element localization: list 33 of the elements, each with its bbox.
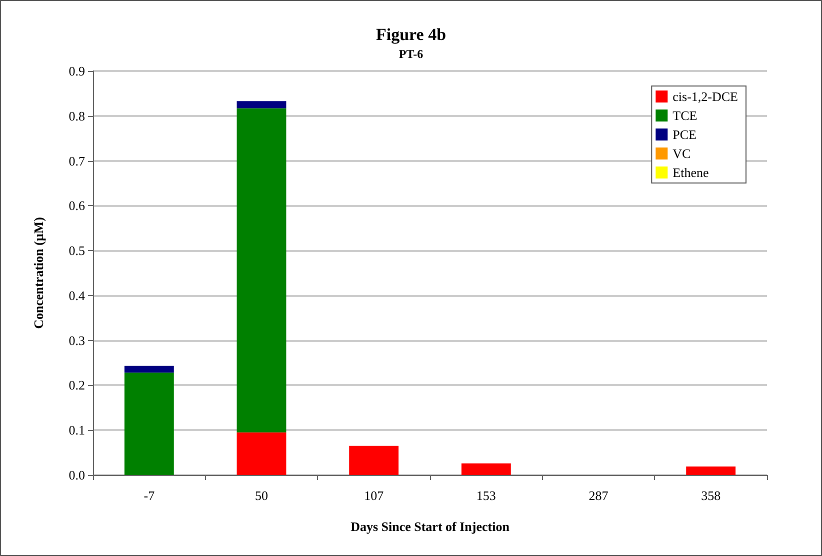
y-tick-label: 0.7 xyxy=(68,153,86,168)
legend-label: Ethene xyxy=(672,165,709,180)
chart-title: Figure 4b xyxy=(376,25,446,44)
y-tick-label: 0.3 xyxy=(68,332,85,348)
bar xyxy=(349,446,399,475)
bar xyxy=(236,432,286,475)
y-tick-label: 0.6 xyxy=(68,198,86,214)
x-tick-label: 153 xyxy=(476,488,496,503)
y-axis-title: Concentration (µM) xyxy=(31,217,46,329)
y-tick-label: 0.9 xyxy=(68,64,85,78)
x-tick-label: 50 xyxy=(255,488,268,503)
legend-label: PCE xyxy=(672,127,697,142)
y-tick-label: 0.5 xyxy=(68,243,85,258)
x-axis-title: Days Since Start of Injection xyxy=(350,519,510,534)
y-tick-label: 0.8 xyxy=(68,108,85,124)
x-tick-label: 358 xyxy=(701,488,721,503)
chart-subtitle: PT-6 xyxy=(398,47,424,61)
y-tick-label: 0.2 xyxy=(68,378,85,393)
bar xyxy=(124,372,174,475)
legend-label: TCE xyxy=(672,108,698,123)
legend-label: cis-1,2-DCE xyxy=(672,89,738,104)
x-tick-label: 107 xyxy=(364,488,384,503)
y-tick-label: 0.1 xyxy=(68,422,85,438)
bar xyxy=(124,366,174,373)
x-tick-label: 287 xyxy=(588,488,609,503)
legend-label: VC xyxy=(672,146,691,161)
bar xyxy=(236,101,286,108)
bar xyxy=(686,466,736,475)
y-tick-label: 0.4 xyxy=(68,288,86,303)
x-tick-label: -7 xyxy=(144,488,156,503)
y-tick-label: 0.0 xyxy=(68,468,85,482)
bar xyxy=(236,108,286,432)
bar xyxy=(461,463,511,475)
